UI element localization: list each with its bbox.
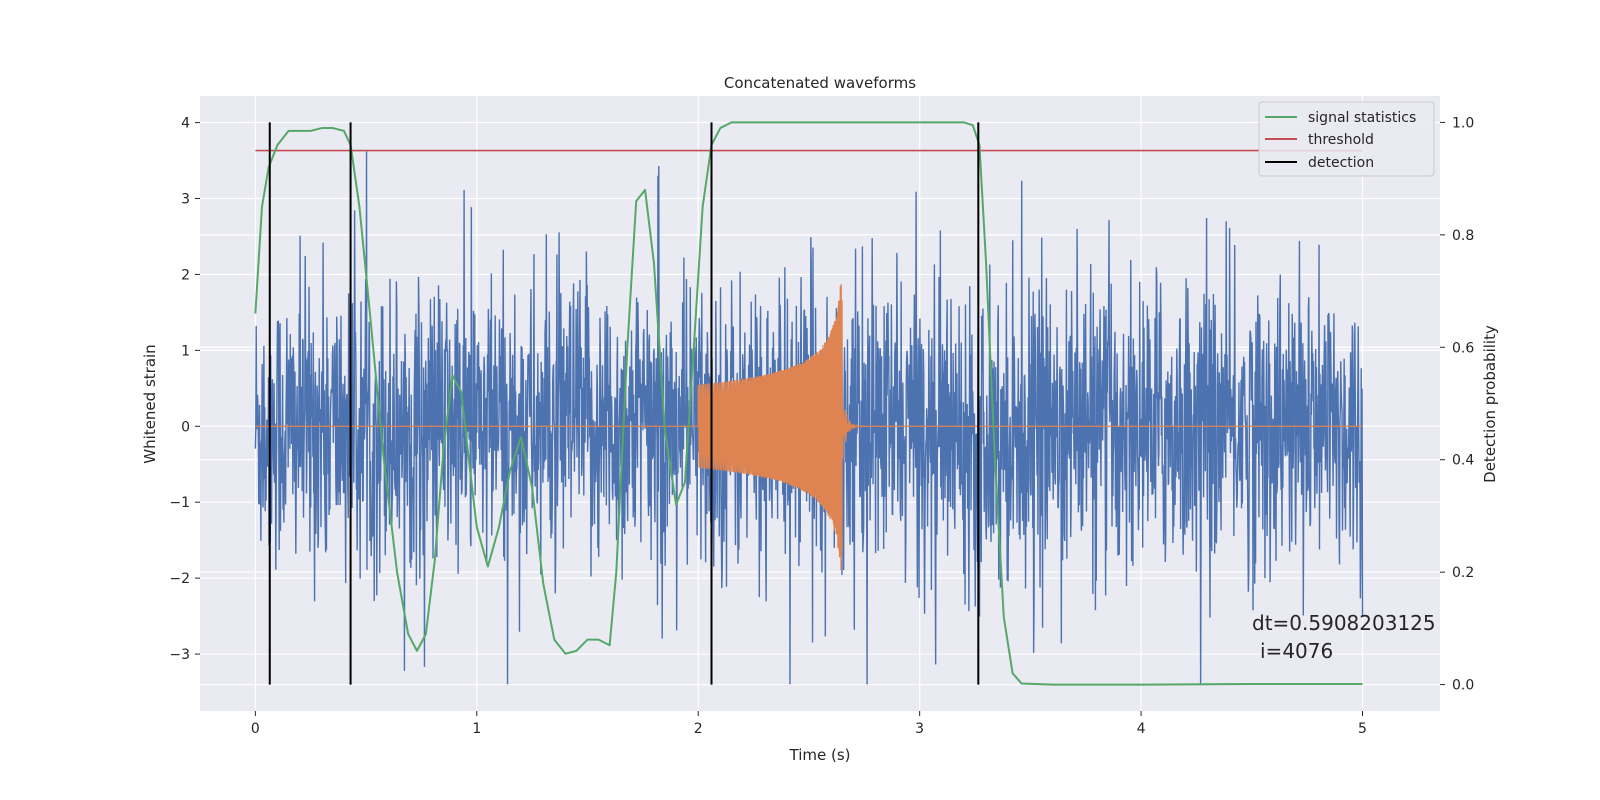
y-right-tick-label: 0.6 [1452,340,1474,356]
y-right-tick-label: 1.0 [1452,115,1474,131]
x-tick-label: 3 [915,721,924,737]
y-left-tick-label: 2 [181,267,190,283]
legend-label-detection: detection [1308,155,1374,171]
annotation-i: i=4076 [1260,639,1333,663]
legend-label-threshold: threshold [1308,132,1374,148]
y-right-tick-label: 0.8 [1452,228,1474,244]
x-tick-label: 4 [1137,721,1146,737]
y-left-tick-label: −1 [169,495,190,511]
x-tick-label: 2 [694,721,703,737]
y-axis-left-label: Whitened strain [141,344,159,463]
y-right-tick-label: 0.4 [1452,453,1474,469]
y-left-tick-label: 4 [181,116,190,132]
y-axis-left-ticks: −3 −2 −1 0 1 2 3 4 [169,116,200,663]
x-tick-label: 5 [1358,721,1367,737]
x-axis-ticks: 0 1 2 3 4 5 [251,711,1367,737]
y-right-tick-label: 0.0 [1452,678,1474,694]
y-left-tick-label: −2 [169,571,190,587]
x-tick-label: 0 [251,721,260,737]
y-axis-right-label: Detection probability [1481,325,1499,483]
waveform-series-line [255,284,1363,570]
x-tick-label: 1 [472,721,481,737]
y-axis-right-ticks: 0.0 0.2 0.4 0.6 0.8 1.0 [1440,115,1474,694]
chart-title: Concatenated waveforms [724,74,916,92]
y-left-tick-label: −3 [169,647,190,663]
plot-area [254,121,1364,686]
legend-box [1258,101,1435,177]
y-left-tick-label: 0 [181,419,190,435]
annotation-dt: dt=0.5908203125 [1252,611,1436,635]
y-left-tick-label: 3 [181,192,190,208]
y-left-tick-label: 1 [181,343,190,359]
y-right-tick-label: 0.2 [1452,565,1474,581]
legend: signal statistics threshold detection [1258,101,1435,177]
x-axis-label: Time (s) [789,746,851,764]
signal-statistics-line [254,121,1363,686]
legend-label-signal-statistics: signal statistics [1308,110,1416,126]
